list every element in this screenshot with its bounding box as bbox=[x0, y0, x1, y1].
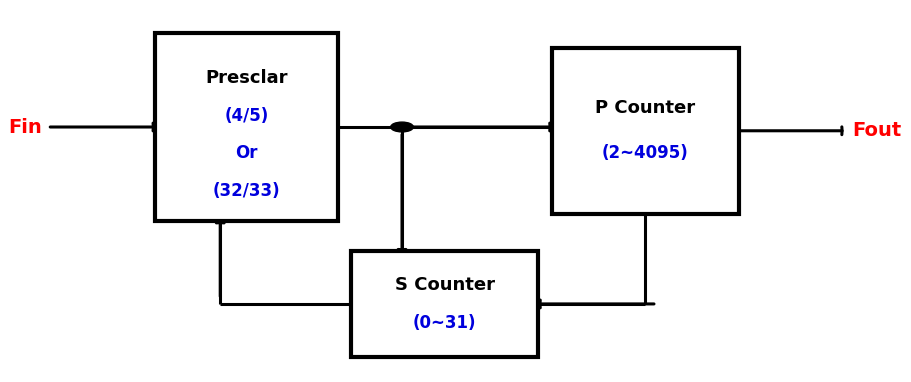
Text: (32/33): (32/33) bbox=[212, 182, 281, 200]
Bar bbox=[351, 251, 538, 357]
Bar bbox=[155, 33, 338, 221]
Circle shape bbox=[391, 122, 414, 132]
Text: Fin: Fin bbox=[8, 118, 42, 136]
Text: Fout: Fout bbox=[853, 121, 902, 140]
Text: (0~31): (0~31) bbox=[413, 314, 476, 332]
Text: S Counter: S Counter bbox=[394, 276, 495, 294]
Text: (4/5): (4/5) bbox=[224, 107, 269, 125]
Text: P Counter: P Counter bbox=[595, 99, 695, 117]
Bar bbox=[551, 48, 739, 214]
Text: Or: Or bbox=[235, 144, 258, 162]
Text: (2~4095): (2~4095) bbox=[602, 144, 689, 162]
Text: Presclar: Presclar bbox=[205, 69, 288, 87]
